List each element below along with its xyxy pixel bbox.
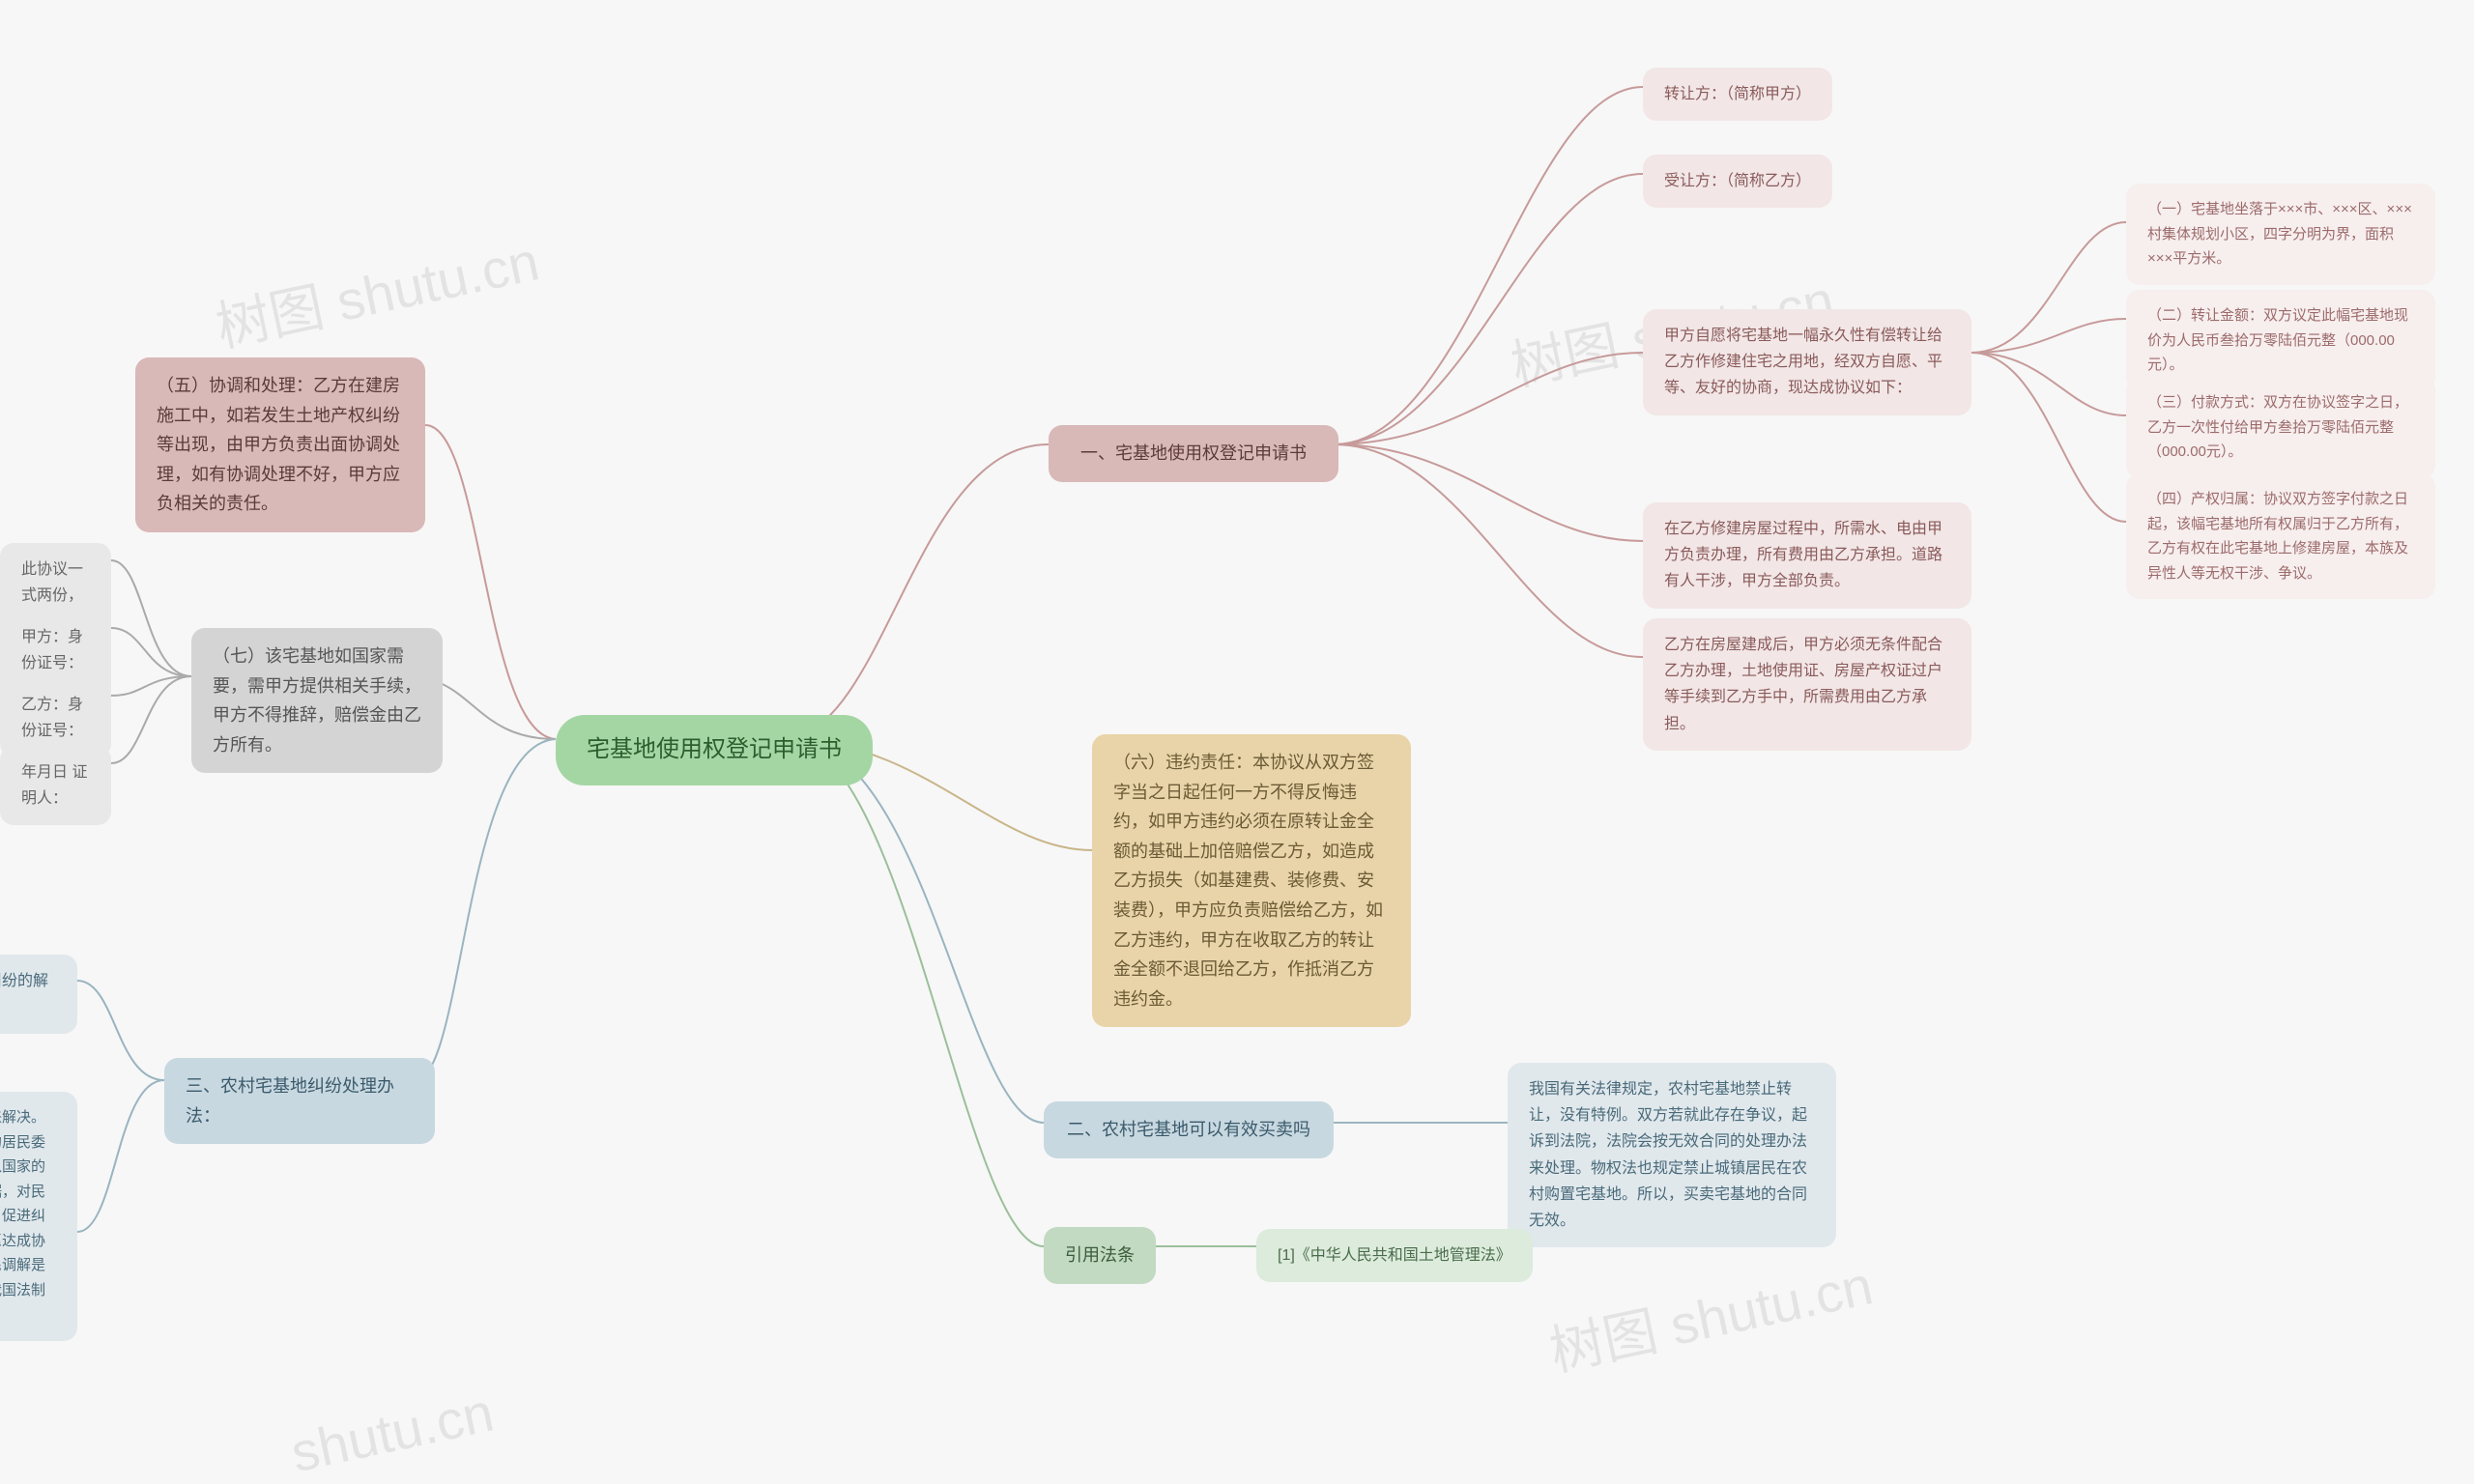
branch-1-c2: 受让方：（简称乙方） — [1643, 155, 1832, 208]
branch-1: 一、宅基地使用权登记申请书 — [1049, 425, 1338, 482]
branch-3: 三、农村宅基地纠纷处理办法： — [164, 1058, 435, 1144]
watermark: 树图 shutu.cn — [1541, 1242, 1879, 1387]
branch-ref-c1: [1]《中华人民共和国土地管理法》 — [1256, 1229, 1533, 1282]
watermark: shutu.cn — [286, 1381, 500, 1484]
branch-5: （五）协调和处理：乙方在建房施工中，如若发生土地产权纠纷等出现，由甲方负责出面协… — [135, 357, 425, 532]
branch-2-c1: 我国有关法律规定，农村宅基地禁止转让，没有特例。双方若就此存在争议，起诉到法院，… — [1508, 1063, 1836, 1247]
branch-2: 二、农村宅基地可以有效买卖吗 — [1044, 1101, 1334, 1158]
branch-ref: 引用法条 — [1044, 1227, 1156, 1284]
branch-3-c1: 我国《土地管理法》中对宅基地纠纷的解决办法，主要有三种： — [0, 955, 77, 1034]
branch-1-c1: 转让方：（简称甲方） — [1643, 68, 1832, 121]
branch-1-c3-d4: （四）产权归属：协议双方签字付款之日起，该幅宅基地所有权属归于乙方所有，乙方有权… — [2126, 473, 2435, 599]
branch-1-c3-d3: （三）付款方式：双方在协议签字之日，乙方一次性付给甲方叁拾万零陆佰元整（000.… — [2126, 377, 2435, 478]
branch-1-c3-d2: （二）转让金额：双方议定此幅宅基地现价为人民币叁拾万零陆佰元整（000.00元）… — [2126, 290, 2435, 391]
branch-1-c4: 在乙方修建房屋过程中，所需水、电由甲方负责办理，所有费用由乙方承担。道路有人干涉… — [1643, 502, 1971, 609]
branch-1-c5: 乙方在房屋建成后，甲方必须无条件配合乙方办理，土地使用证、房屋产权证过户等手续到… — [1643, 618, 1971, 751]
branch-7-c4: 年月日 证明人： — [0, 746, 111, 825]
branch-3-c2: 此外，宅基地纠纷还可以通过人民调解来解决。人们调解是指在调解委员会（包括城市的居… — [0, 1092, 77, 1341]
branch-1-c3: 甲方自愿将宅基地一幅永久性有偿转让给乙方作修建住宅之用地，经双方自愿、平等、友好… — [1643, 309, 1971, 415]
branch-1-c3-d1: （一）宅基地坐落于×××市、×××区、×××村集体规划小区，四字分明为界，面积×… — [2126, 184, 2435, 285]
branch-7: （七）该宅基地如国家需要，需甲方提供相关手续，甲方不得推辞，赔偿金由乙方所有。 — [191, 628, 443, 773]
branch-6: （六）违约责任：本协议从双方签字当之日起任何一方不得反悔违约，如甲方违约必须在原… — [1092, 734, 1411, 1027]
center-node: 宅基地使用权登记申请书 — [556, 715, 873, 785]
watermark: 树图 shutu.cn — [208, 218, 545, 363]
